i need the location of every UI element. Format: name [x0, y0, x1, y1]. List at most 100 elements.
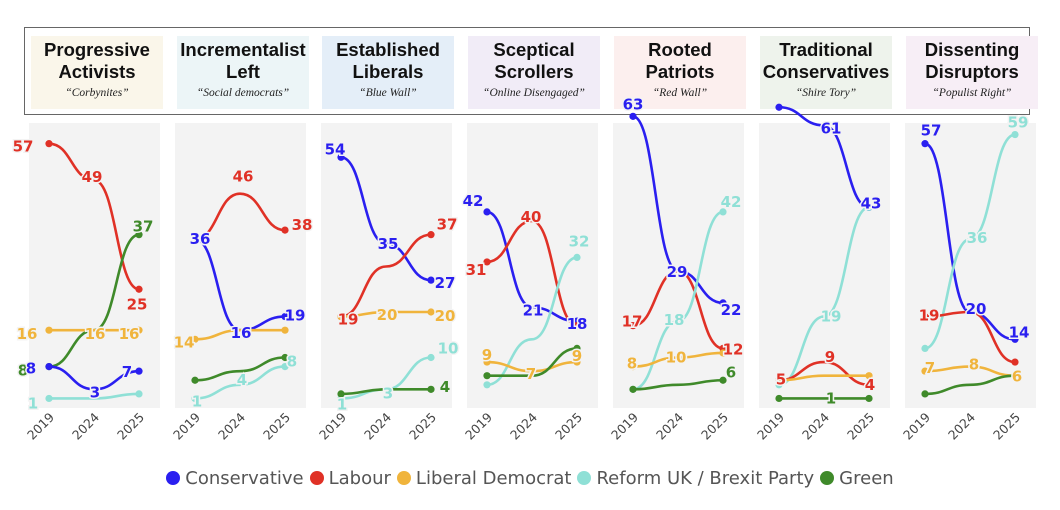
segment-title-line: Liberals [352, 61, 424, 82]
segment-title-line: Conservatives [762, 61, 890, 82]
series-point [719, 299, 727, 307]
segment-header: Incrementalist Left “Social democrats” [177, 36, 309, 109]
legend-dot-icon [309, 471, 324, 485]
data-label: 10 [666, 349, 687, 367]
legend-label: Conservative [185, 468, 304, 489]
segment-title: Rooted Patriots [614, 36, 746, 83]
data-label: 9 [482, 346, 492, 364]
x-tick-label: 2019 [462, 409, 495, 442]
series-point [629, 363, 637, 371]
segment-header: Established Liberals “Blue Wall” [322, 36, 454, 109]
segment-title-line: Incrementalist [180, 39, 306, 60]
data-label: 37 [133, 218, 154, 236]
data-label: 29 [667, 263, 688, 281]
series-point [281, 353, 289, 362]
series-line [631, 269, 725, 350]
legend-item: Labour [309, 468, 391, 489]
series-point [483, 258, 491, 266]
segment-title-line: Dissenting [924, 39, 1020, 60]
series-line [485, 347, 579, 378]
segment-subtitle: “Social democrats” [196, 87, 290, 99]
series-point [921, 344, 929, 352]
series-point [135, 231, 143, 239]
x-tick-label: 2019 [754, 409, 787, 442]
segment-header: Traditional Conservatives “Shire Tory” [760, 36, 892, 109]
series-point [865, 394, 873, 403]
series-point [921, 390, 929, 398]
x-tick-label: 2024 [799, 409, 832, 442]
data-label: 18 [567, 315, 588, 333]
series-point [427, 276, 435, 284]
data-label: 22 [721, 301, 742, 319]
data-label: 49 [82, 168, 103, 186]
series-line [923, 142, 1017, 341]
data-label: 46 [233, 168, 254, 186]
series-point [775, 376, 783, 384]
series-line [923, 310, 1017, 364]
data-label: 25 [127, 295, 148, 313]
data-label: 12 [723, 340, 744, 358]
series-point [135, 367, 143, 375]
series-point [191, 335, 199, 343]
series-point [865, 372, 873, 380]
x-tick-label: 2025 [990, 410, 1023, 443]
series-point [921, 140, 929, 148]
x-tick-label: 2019 [24, 409, 57, 442]
series-line [631, 115, 725, 305]
legend-dot-icon [396, 471, 411, 485]
x-tick-label: 2019 [170, 409, 203, 442]
data-label: 5 [776, 370, 786, 388]
segment-subtitle: “Corbynites” [65, 87, 129, 99]
data-label: 8 [969, 356, 979, 374]
series-point [921, 312, 929, 321]
data-label: 37 [437, 216, 458, 234]
legend-item: Conservative [166, 468, 304, 489]
data-label: 19 [285, 307, 306, 325]
legend-label: Liberal Democrat [415, 468, 572, 489]
series-line [193, 192, 287, 241]
data-label: 40 [521, 208, 542, 226]
series-line [485, 219, 579, 327]
series-point [629, 322, 637, 330]
series-point [1011, 130, 1019, 139]
series-point [191, 394, 199, 403]
data-label: 3 [383, 384, 393, 402]
segment-title: Established Liberals [322, 36, 454, 83]
x-tick-label: 2019 [608, 409, 641, 442]
data-label: 32 [569, 232, 590, 250]
segment-subtitle: “Blue Wall” [359, 87, 417, 99]
data-label: 6 [726, 364, 736, 382]
series-point [573, 322, 581, 330]
series-point [573, 358, 581, 366]
series-line [923, 133, 1017, 350]
legend-label: Reform UK / Brexit Party [596, 468, 815, 489]
series-line [923, 365, 1017, 377]
series-point [191, 376, 199, 384]
segment-title-line: Activists [58, 61, 136, 82]
segment-title-line: Traditional [779, 39, 873, 60]
legend-item: Liberal Democrat [396, 468, 572, 489]
series-point [1011, 335, 1019, 343]
series-point [427, 385, 435, 393]
segment-header: Progressive Activists “Corbynites” [31, 36, 163, 109]
x-tick-label: 2024 [945, 409, 978, 442]
data-label: 4 [237, 371, 247, 389]
data-label: 36 [967, 229, 988, 247]
data-label: 42 [463, 192, 484, 210]
series-point [629, 385, 637, 393]
data-label: 1 [826, 389, 836, 407]
segment-title: Progressive Activists [31, 36, 163, 83]
segment-title-line: Patriots [645, 61, 715, 82]
x-tick-label: 2025 [260, 410, 293, 443]
data-label: 38 [292, 216, 313, 234]
series-line [193, 328, 287, 341]
series-point [45, 363, 53, 371]
data-label: 16 [231, 324, 252, 342]
legend: Conservative Labour Liberal Democrat Reform… [0, 468, 1060, 489]
data-label: 36 [190, 230, 211, 248]
data-label: 4 [865, 376, 875, 394]
data-label: 7 [526, 365, 536, 383]
data-label: 4 [440, 378, 450, 396]
data-label: 43 [861, 194, 882, 212]
series-point [135, 285, 143, 293]
